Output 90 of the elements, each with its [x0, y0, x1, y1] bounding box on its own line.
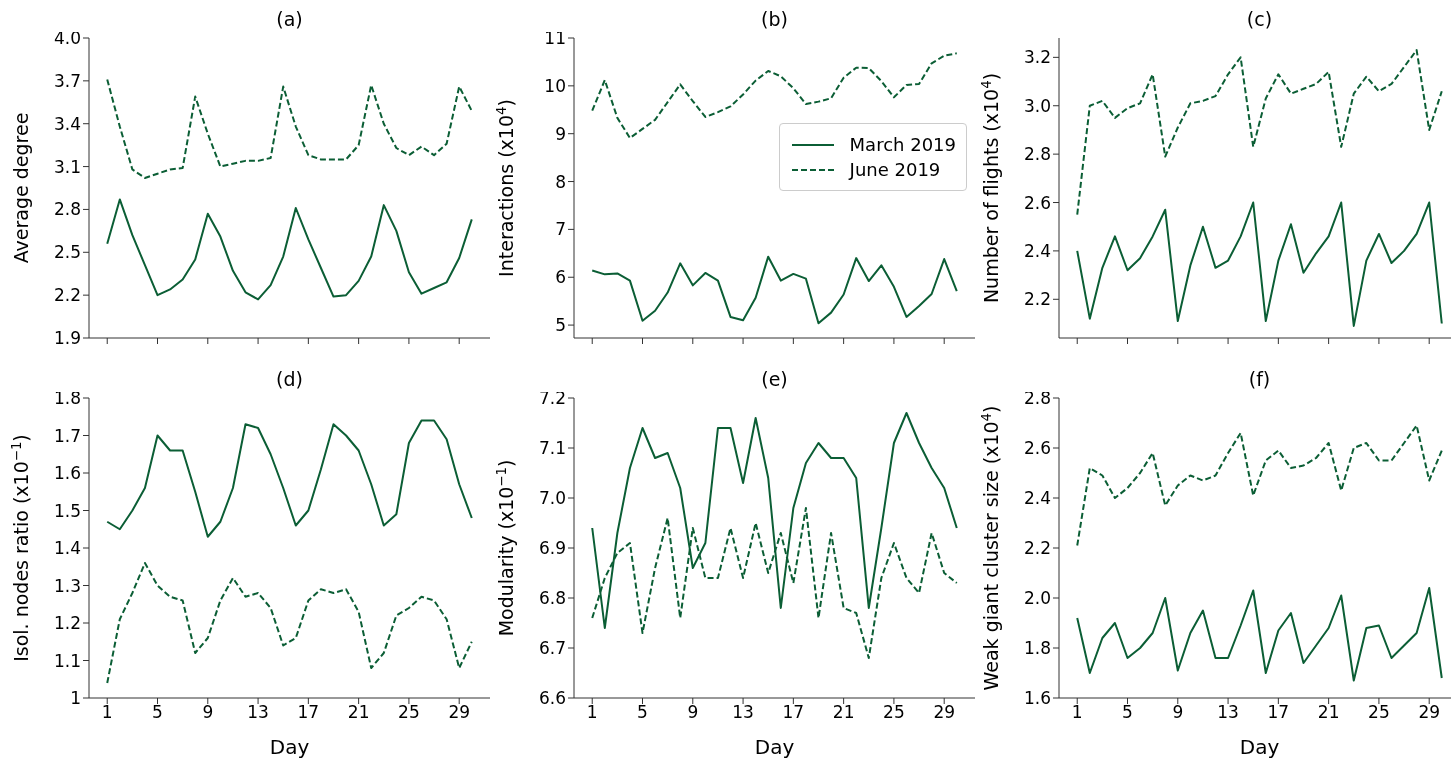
x-tick-label: 29 [448, 702, 471, 723]
line-series [106, 562, 473, 684]
y-tick-label: 2.4 [1023, 488, 1051, 509]
y-tick-label: 2.2 [53, 285, 81, 306]
x-tick-label: 5 [1122, 702, 1133, 723]
x-axis-title: Day [1239, 735, 1280, 759]
y-tick-label: 7.2 [538, 388, 566, 409]
y-tick-label: 6.9 [538, 538, 566, 559]
x-tick-label: 9 [687, 702, 699, 723]
y-tick-label: 5 [555, 315, 566, 336]
y-tick-label: 1.9 [53, 328, 81, 349]
line-series [1076, 424, 1443, 547]
x-tick-label: 13 [1217, 702, 1239, 723]
y-tick-label: 1.6 [1023, 688, 1051, 709]
legend-label: March 2019 [849, 134, 956, 155]
chart-title: (d) [275, 368, 304, 392]
y-tick-label: 2.5 [53, 242, 81, 263]
x-tick-label: 25 [398, 702, 420, 723]
y-tick-label: 3.4 [53, 113, 81, 134]
line-series [1076, 49, 1443, 216]
y-tick-label: 1.3 [53, 575, 81, 596]
x-tick-label: 21 [347, 702, 370, 723]
chart-title: (c) [1245, 8, 1274, 32]
line-series [1076, 587, 1443, 682]
x-tick-label: 17 [782, 702, 805, 723]
y-tick-label: 1.8 [53, 388, 81, 409]
x-tick-label: 1 [1071, 702, 1083, 723]
y-tick-label: 2.2 [1023, 289, 1051, 310]
y-tick-label: 3.2 [1023, 47, 1051, 68]
x-tick-label: 29 [1418, 702, 1441, 723]
y-tick-label: 3.0 [1023, 95, 1051, 116]
y-tick-label: 10 [544, 75, 566, 96]
y-tick-label: 1.4 [53, 538, 81, 559]
y-tick-label: 2.6 [1023, 438, 1051, 459]
y-axis-title: Average degree [10, 112, 32, 264]
x-tick-label: 13 [247, 702, 269, 723]
y-tick-label: 2.0 [1023, 588, 1051, 609]
y-tick-label: 7 [555, 219, 566, 240]
y-tick-label: 7.0 [538, 488, 566, 509]
y-tick-label: 6.8 [538, 588, 566, 609]
y-tick-label: 1.6 [53, 463, 81, 484]
y-tick-label: 11 [544, 28, 566, 49]
chart-title: (b) [760, 8, 789, 32]
x-tick-label: 5 [637, 702, 648, 723]
y-tick-label: 9 [555, 123, 566, 144]
x-tick-label: 25 [883, 702, 905, 723]
x-tick-label: 13 [732, 702, 754, 723]
y-tick-label: 3.1 [53, 156, 81, 177]
x-tick-label: 1 [586, 702, 598, 723]
line-series [106, 419, 473, 538]
y-tick-label: 6.6 [538, 688, 566, 709]
x-tick-label: 21 [832, 702, 855, 723]
x-tick-label: 17 [1267, 702, 1290, 723]
y-tick-label: 2.6 [1023, 192, 1051, 213]
line-series [1076, 201, 1443, 327]
x-tick-label: 1 [101, 702, 113, 723]
chart-title: (e) [760, 368, 789, 392]
x-axis-title: Day [754, 735, 795, 759]
y-tick-label: 2.8 [1023, 144, 1051, 165]
x-tick-label: 21 [1317, 702, 1340, 723]
y-tick-label: 8 [555, 171, 566, 192]
chart-title: (f) [1247, 368, 1272, 392]
y-tick-label: 2.4 [1023, 240, 1051, 261]
line-series [106, 198, 473, 301]
x-tick-label: 17 [297, 702, 320, 723]
y-tick-label: 4.0 [53, 28, 81, 49]
y-tick-label: 6 [555, 267, 566, 288]
y-tick-label: 1.1 [53, 650, 81, 671]
line-series [591, 52, 958, 139]
line-series [106, 78, 473, 179]
x-tick-label: 9 [1172, 702, 1184, 723]
y-tick-label: 1.2 [53, 613, 81, 634]
legend-label: June 2019 [849, 159, 941, 180]
x-tick-label: 5 [152, 702, 163, 723]
x-tick-label: 29 [933, 702, 956, 723]
y-tick-label: 2.8 [53, 199, 81, 220]
y-tick-label: 2.8 [1023, 388, 1051, 409]
x-tick-label: 9 [202, 702, 214, 723]
x-axis-title: Day [269, 735, 310, 759]
y-tick-label: 1 [70, 688, 81, 709]
y-tick-label: 1.5 [53, 500, 81, 521]
y-tick-label: 1.8 [1023, 638, 1051, 659]
y-tick-label: 6.7 [538, 638, 566, 659]
y-tick-label: 3.7 [53, 70, 81, 91]
y-tick-label: 1.7 [53, 425, 81, 446]
y-tick-label: 7.1 [538, 438, 566, 459]
x-tick-label: 25 [1368, 702, 1390, 723]
line-series [591, 255, 958, 325]
chart-title: (a) [275, 8, 304, 32]
y-tick-label: 2.2 [1023, 538, 1051, 559]
